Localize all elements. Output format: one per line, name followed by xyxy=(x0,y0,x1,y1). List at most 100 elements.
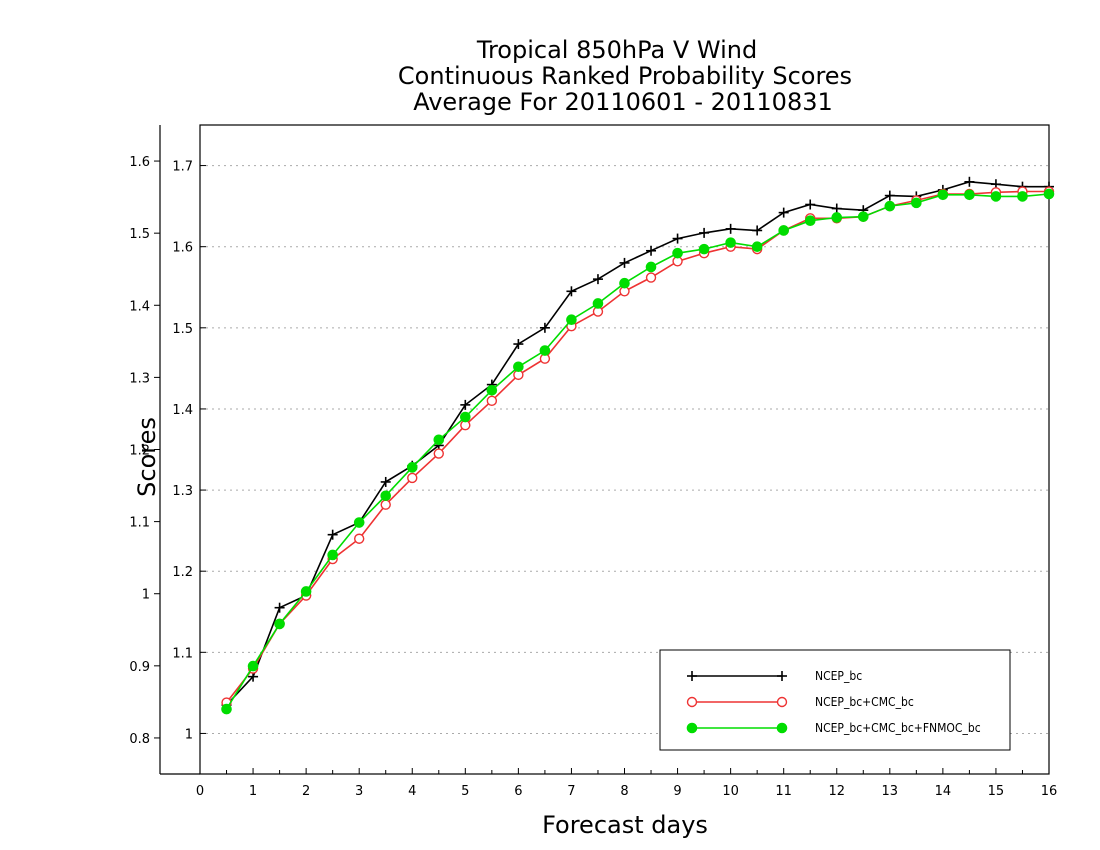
series-1-point xyxy=(433,448,444,459)
x-axis-tick-label: 7 xyxy=(567,784,575,799)
x-axis-tick-label: 16 xyxy=(1041,784,1058,799)
x-axis-tick-label: 3 xyxy=(355,784,363,799)
series-1-point xyxy=(353,533,365,544)
series-0-point xyxy=(778,207,789,218)
series-2-point xyxy=(804,215,816,227)
chart-title-line-2: Continuous Ranked Probability Scores xyxy=(398,62,852,90)
series-2-point xyxy=(619,277,630,289)
series-2-point xyxy=(513,361,524,373)
series-1-point xyxy=(486,395,498,407)
x-axis-tick-label: 14 xyxy=(935,784,952,799)
series-0-point xyxy=(831,203,842,214)
left-axis-tick-label: 1.3 xyxy=(129,371,150,386)
inner-axis-tick-label: 1.7 xyxy=(172,160,193,175)
series-0-point xyxy=(646,245,657,256)
legend-entry-0: NCEP_bc xyxy=(687,669,862,683)
series-2-point xyxy=(460,411,471,423)
x-axis-tick-label: 4 xyxy=(408,784,416,799)
x-axis-tick-label: 13 xyxy=(882,784,899,799)
series-2-point xyxy=(831,212,843,223)
legend-entry-2: NCEP_bc+CMC_bc+FNMOC_bc xyxy=(686,721,981,735)
x-axis-tick-label: 8 xyxy=(620,784,628,799)
inner-axis-ticks: 1 1.1 1.2 1.3 1.4 1.5 1.6 1.7 xyxy=(172,160,206,742)
series-0-point xyxy=(274,602,285,613)
series-0-point xyxy=(380,476,391,487)
series-2-point xyxy=(274,618,285,630)
left-axis-tick-label: 1.2 xyxy=(129,444,150,459)
series-line-2 xyxy=(225,193,1050,710)
left-axis-tick-label: 1.6 xyxy=(129,155,150,170)
series-layer xyxy=(221,176,1055,715)
y-axis-label: Scores xyxy=(133,417,161,497)
series-2-point xyxy=(645,261,657,273)
series-2-point xyxy=(433,434,445,446)
series-2-point xyxy=(539,345,551,356)
legend-label-1: NCEP_bc+CMC_bc xyxy=(815,695,914,709)
series-0-point xyxy=(884,190,895,201)
x-axis-tick-label: 10 xyxy=(722,784,739,799)
left-axis-tick-label: 1 xyxy=(142,588,150,603)
series-line-0 xyxy=(225,180,1049,706)
legend-box xyxy=(659,649,1011,751)
series-2-point xyxy=(990,191,1002,202)
legend-marker-start-0 xyxy=(687,671,697,681)
x-axis-tick-label: 1 xyxy=(249,784,257,799)
left-axis-tick-label: 0.9 xyxy=(129,660,150,675)
legend-label-0: NCEP_bc xyxy=(815,669,862,683)
left-axis-tick-label: 1.1 xyxy=(129,516,150,531)
x-axis-tick-label: 15 xyxy=(988,784,1005,799)
series-2-point xyxy=(327,549,338,561)
series-2-point xyxy=(247,660,259,672)
series-2-point xyxy=(566,314,577,326)
x-axis-ticks: 0 1 2 3 4 5 6 7 8 9 10 11 12 13 14 15 16 xyxy=(196,768,1057,799)
legend-label-2: NCEP_bc+CMC_bc+FNMOC_bc xyxy=(815,721,981,735)
series-2-point xyxy=(672,247,683,259)
legend-marker-end-2 xyxy=(776,722,788,734)
series-0 xyxy=(221,176,1054,711)
series-2-point xyxy=(911,197,922,209)
inner-axis-tick-label: 1.3 xyxy=(172,484,193,499)
series-0-point xyxy=(805,199,816,210)
legend-marker-start-1 xyxy=(686,696,698,708)
series-0-point xyxy=(725,223,736,234)
chart-title-line-1: Tropical 850hPa V Wind xyxy=(476,36,757,64)
left-axis-tick-label: 1.5 xyxy=(129,227,150,242)
x-axis-label: Forecast days xyxy=(542,811,708,839)
series-2-point xyxy=(221,703,232,715)
legend-marker-end-1 xyxy=(776,696,788,708)
series-0-point xyxy=(672,233,683,244)
left-axis-ticks: 0.8 0.9 1 1.1 1.2 1.3 1.4 1.5 1.6 xyxy=(129,155,160,747)
series-1 xyxy=(221,186,1055,708)
left-axis-tick-label: 0.8 xyxy=(129,732,150,747)
legend-entry-1: NCEP_bc+CMC_bc xyxy=(686,695,914,709)
series-2-point xyxy=(884,200,896,212)
series-2-point xyxy=(300,586,312,597)
series-0-point xyxy=(539,322,550,333)
series-0-point xyxy=(460,399,471,410)
series-2-point xyxy=(406,462,418,473)
series-0-point xyxy=(964,176,975,187)
inner-axis-tick-label: 1.5 xyxy=(172,322,193,337)
series-2-point xyxy=(751,241,763,252)
left-axis-tick-label: 1.4 xyxy=(129,299,150,314)
series-1-point xyxy=(407,472,418,484)
series-0-point xyxy=(619,257,630,268)
series-0-point xyxy=(752,225,763,236)
x-axis-tick-label: 9 xyxy=(673,784,681,799)
series-0-point xyxy=(699,227,710,238)
series-2-point xyxy=(725,237,736,248)
x-axis-tick-label: 12 xyxy=(828,784,845,799)
x-axis-tick-label: 11 xyxy=(775,784,792,799)
series-2-point xyxy=(380,490,392,502)
series-1-point xyxy=(380,499,391,510)
series-2-point xyxy=(857,211,869,222)
inner-axis-tick-label: 1.1 xyxy=(172,646,193,661)
inner-axis-tick-label: 1.6 xyxy=(172,241,193,256)
series-0-point xyxy=(327,529,338,540)
chart-title-line-3: Average For 20110601 - 20110831 xyxy=(413,88,833,116)
series-0-point xyxy=(592,274,603,285)
series-2-point xyxy=(1017,191,1028,202)
series-2-point xyxy=(698,243,710,255)
legend-marker-end-0 xyxy=(777,671,787,681)
